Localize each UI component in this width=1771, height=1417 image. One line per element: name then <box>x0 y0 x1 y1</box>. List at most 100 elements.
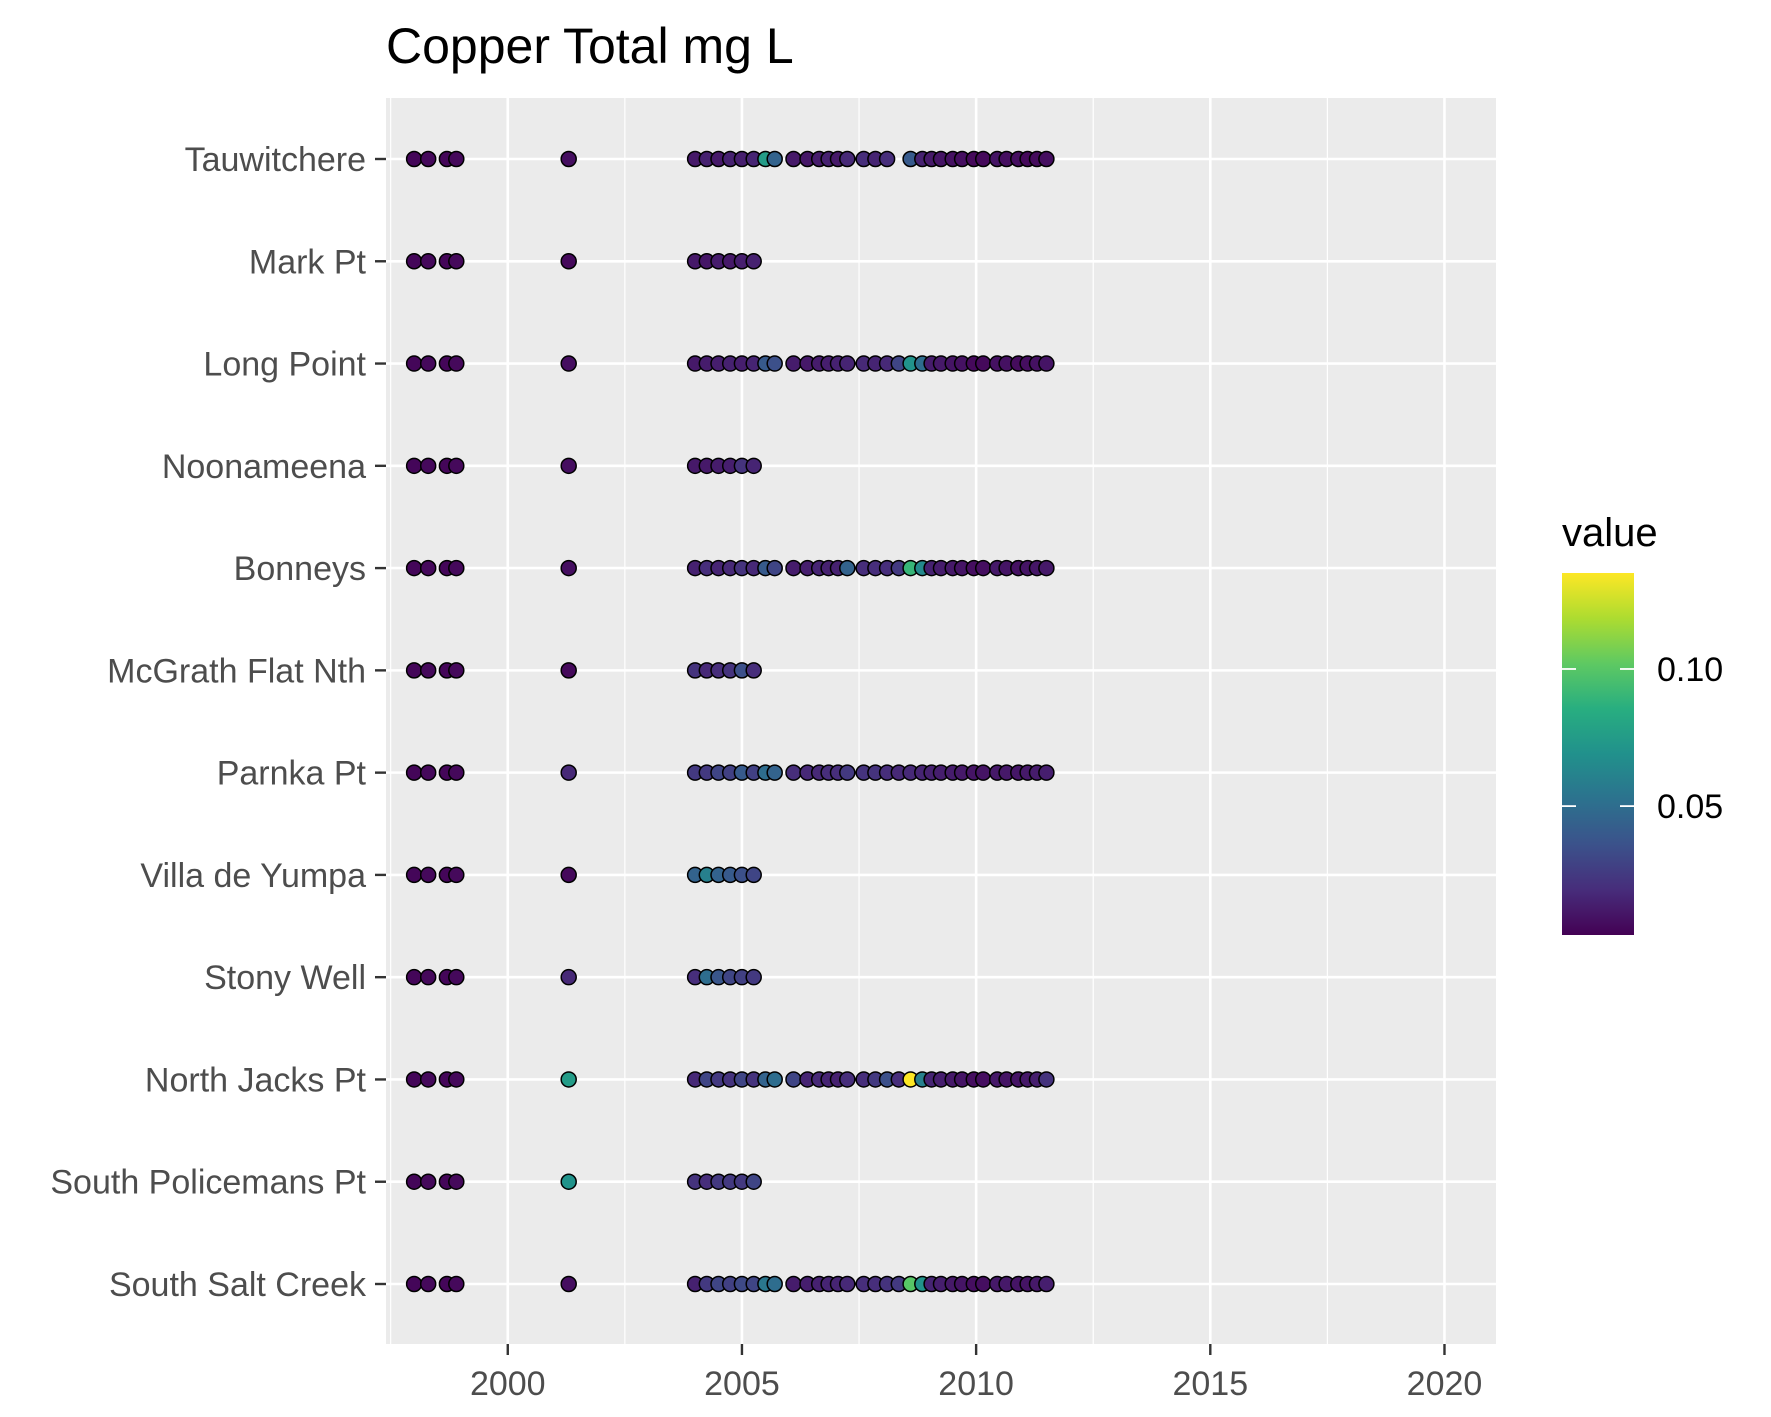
y-tick-label: Stony Well <box>204 959 366 997</box>
data-point <box>448 764 465 781</box>
data-point <box>405 764 423 781</box>
data-point <box>1038 355 1055 372</box>
x-tick-label: 2000 <box>470 1365 546 1403</box>
data-point <box>745 968 762 986</box>
data-point <box>419 559 437 577</box>
data-point <box>419 355 437 372</box>
data-point <box>405 355 423 372</box>
data-point <box>419 764 437 781</box>
legend: value 0.05 0.10 <box>1562 511 1723 935</box>
data-point <box>766 150 783 168</box>
data-point <box>560 1275 577 1293</box>
data-point <box>448 559 465 577</box>
data-point <box>560 662 577 679</box>
data-point <box>560 1173 577 1190</box>
data-point <box>419 1173 437 1190</box>
data-point <box>560 968 577 986</box>
data-point <box>1038 1071 1055 1088</box>
data-point <box>448 355 465 372</box>
data-point <box>405 150 423 168</box>
data-point <box>560 253 577 270</box>
data-point <box>560 559 577 577</box>
data-point <box>1038 150 1055 168</box>
data-point <box>448 253 465 270</box>
plot-panel <box>386 98 1496 1344</box>
x-tick-label: 2015 <box>1172 1365 1248 1403</box>
data-point <box>974 150 992 168</box>
data-point <box>785 1071 802 1088</box>
grid-minor <box>390 98 1328 1344</box>
data-point <box>785 1275 802 1293</box>
data-point <box>766 764 783 781</box>
data-point <box>785 559 802 577</box>
legend-title: value <box>1562 511 1658 555</box>
y-tick-label: Noonameena <box>162 448 366 486</box>
data-point <box>974 764 992 781</box>
data-point <box>839 764 856 781</box>
data-point <box>785 150 802 168</box>
legend-tick-label: 0.10 <box>1657 651 1723 689</box>
data-point <box>448 1275 465 1293</box>
data-point <box>785 355 802 372</box>
data-point <box>405 559 423 577</box>
data-point <box>560 1071 577 1088</box>
data-point <box>974 1071 992 1088</box>
data-point <box>405 457 423 475</box>
data-point <box>785 764 802 781</box>
data-point <box>974 355 992 372</box>
data-point <box>560 150 577 168</box>
data-point <box>560 355 577 372</box>
data-point <box>560 764 577 781</box>
data-point <box>974 559 992 577</box>
data-point <box>419 253 437 270</box>
data-point <box>974 1275 992 1293</box>
legend-ticks: 0.05 0.10 <box>1562 651 1723 826</box>
legend-colorbar <box>1562 573 1634 935</box>
y-tick-label: North Jacks Pt <box>145 1061 367 1099</box>
x-tick-label: 2005 <box>704 1365 780 1403</box>
data-point <box>405 253 423 270</box>
data-point <box>448 1071 465 1088</box>
y-tick-label: Long Point <box>203 346 366 384</box>
data-point <box>448 1173 465 1190</box>
data-point <box>419 150 437 168</box>
data-point <box>448 866 465 884</box>
data-point <box>839 559 856 577</box>
data-point <box>766 1275 783 1293</box>
data-point <box>745 1173 762 1190</box>
y-tick-label: Villa de Yumpa <box>140 857 366 895</box>
data-point <box>745 866 762 884</box>
data-point <box>448 457 465 475</box>
data-point <box>839 150 856 168</box>
data-points <box>405 150 1055 1293</box>
data-point <box>766 1071 783 1088</box>
data-point <box>419 457 437 475</box>
data-point <box>839 355 856 372</box>
y-axis: Tauwitchere Mark Pt Long Point Noonameena Bo… <box>50 141 386 1304</box>
data-point <box>405 866 423 884</box>
data-point <box>560 457 577 475</box>
data-point <box>766 355 783 372</box>
x-axis: 2000 2005 2010 2015 2020 <box>470 1344 1482 1403</box>
data-point <box>419 662 437 679</box>
data-point <box>1038 764 1055 781</box>
data-point <box>448 662 465 679</box>
y-tick-label: South Policemans Pt <box>50 1164 366 1202</box>
data-point <box>766 559 783 577</box>
x-tick-label: 2020 <box>1407 1365 1483 1403</box>
data-point <box>419 968 437 986</box>
y-tick-label: Mark Pt <box>249 243 367 281</box>
data-point <box>839 1275 856 1293</box>
data-point <box>878 150 896 168</box>
data-point <box>419 1071 437 1088</box>
y-tick-label: Bonneys <box>234 550 366 588</box>
data-point <box>448 968 465 986</box>
data-point <box>419 866 437 884</box>
data-point <box>839 1071 856 1088</box>
data-point <box>405 1071 423 1088</box>
data-point <box>419 1275 437 1293</box>
y-tick-label: Tauwitchere <box>185 141 366 179</box>
chart-title: Copper Total mg L <box>386 18 794 74</box>
data-point <box>1038 1275 1055 1293</box>
